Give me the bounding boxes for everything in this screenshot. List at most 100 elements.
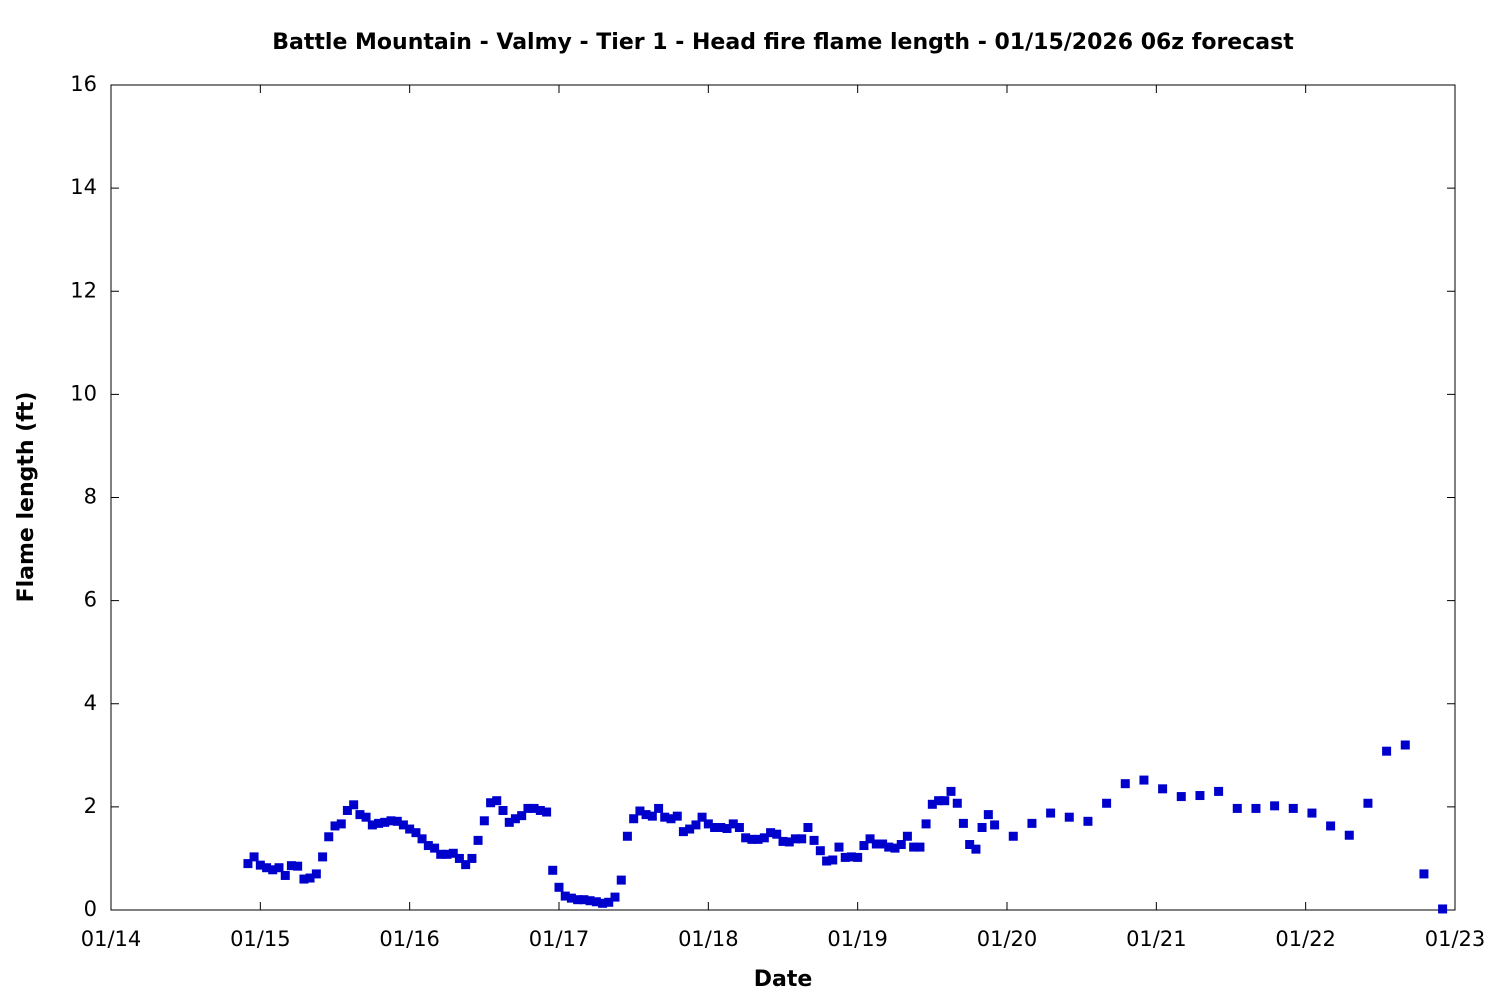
data-point [398, 820, 408, 830]
data-point [902, 831, 912, 841]
data-point [517, 811, 527, 821]
data-point [535, 805, 545, 815]
data-point [442, 849, 452, 859]
x-tick-label: 01/20 [977, 927, 1038, 951]
data-point [971, 844, 981, 854]
data-point [1176, 792, 1186, 802]
data-point [585, 896, 595, 906]
data-point [678, 827, 688, 837]
data-point [305, 873, 315, 883]
data-point [803, 823, 813, 832]
data-point [336, 819, 346, 829]
data-point [591, 897, 601, 907]
x-axis-label: Date [754, 967, 813, 992]
data-point [660, 812, 670, 822]
data-point [890, 843, 900, 853]
data-point [473, 835, 483, 845]
data-point [573, 895, 583, 905]
data-point [243, 859, 253, 869]
y-tick-label: 12 [70, 278, 97, 302]
x-tick-label: 01/21 [1126, 927, 1187, 951]
data-point [753, 834, 763, 844]
data-point [1158, 784, 1168, 794]
x-tick-label: 01/16 [379, 927, 440, 951]
data-point [311, 869, 321, 879]
data-point [1251, 803, 1261, 813]
data-point [958, 818, 968, 828]
data-point [454, 853, 464, 863]
data-point [430, 843, 440, 853]
data-point [859, 841, 869, 851]
data-point [1214, 786, 1224, 796]
data-point [1232, 803, 1242, 813]
data-point [728, 819, 738, 829]
data-point [504, 817, 514, 827]
data-point [909, 842, 919, 852]
data-point [691, 820, 701, 830]
data-point [486, 798, 496, 808]
y-tick-label: 0 [84, 897, 97, 921]
data-point [1288, 803, 1298, 813]
data-point [280, 870, 290, 880]
chart-title: Battle Mountain - Valmy - Tier 1 - Head … [272, 30, 1294, 55]
data-point [330, 821, 340, 831]
data-point [940, 796, 950, 806]
data-point [884, 842, 894, 852]
data-point [635, 806, 645, 816]
data-point [560, 891, 570, 901]
data-point [815, 846, 825, 856]
data-point [566, 893, 576, 903]
data-point [784, 837, 794, 847]
y-tick-label: 6 [84, 588, 97, 612]
data-point [318, 852, 328, 862]
data-point [772, 829, 782, 839]
x-tick-label: 01/18 [678, 927, 739, 951]
data-point [641, 810, 651, 820]
data-point [1064, 812, 1074, 822]
data-point [1344, 830, 1354, 840]
data-point [380, 817, 390, 827]
y-tick-label: 16 [70, 72, 97, 96]
data-point [355, 810, 365, 820]
data-point [934, 796, 944, 806]
data-point [809, 835, 819, 845]
x-tick-label: 01/14 [81, 927, 142, 951]
data-point [734, 823, 744, 832]
data-point [790, 834, 800, 844]
data-point [448, 848, 458, 858]
data-point [1195, 791, 1205, 801]
y-tick-label: 2 [84, 794, 97, 818]
data-point [865, 834, 875, 844]
data-point [629, 814, 639, 824]
data-point [392, 816, 402, 826]
data-point [666, 814, 676, 824]
data-point [983, 810, 993, 820]
y-axis-label: Flame length (ft) [14, 392, 39, 603]
data-point [1326, 821, 1336, 831]
data-point [853, 852, 863, 862]
data-point [529, 803, 539, 813]
data-point [697, 812, 707, 822]
data-point [610, 892, 620, 902]
data-point [423, 841, 433, 851]
data-point [834, 842, 844, 852]
data-point [846, 852, 856, 862]
data-point [479, 816, 489, 826]
data-point [977, 823, 987, 832]
data-point [1102, 798, 1112, 808]
data-point [299, 874, 309, 884]
data-point [871, 839, 881, 849]
data-point [349, 800, 359, 810]
data-point [990, 820, 1000, 830]
y-tick-label: 4 [84, 691, 97, 715]
data-point [766, 828, 776, 838]
data-point [1438, 904, 1448, 914]
data-point [1419, 869, 1429, 879]
data-point [946, 786, 956, 796]
data-point [579, 895, 589, 905]
data-point [722, 824, 732, 834]
data-point [1382, 746, 1392, 756]
data-point [548, 865, 558, 875]
y-tick-label: 8 [84, 485, 97, 509]
data-point [1363, 798, 1373, 808]
